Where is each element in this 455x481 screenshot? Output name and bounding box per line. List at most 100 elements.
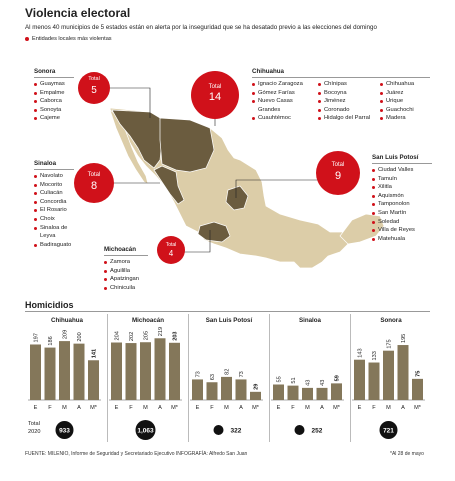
bar xyxy=(383,350,394,400)
divider xyxy=(252,77,430,78)
category-label: F xyxy=(372,405,376,411)
list-item: Juárez xyxy=(380,89,430,98)
bar xyxy=(354,359,365,400)
bar xyxy=(397,345,409,400)
bar-value-label: 75 xyxy=(416,371,422,377)
list-item: Soledad xyxy=(372,218,432,227)
bar xyxy=(412,378,423,400)
bar-value-label: 73 xyxy=(196,371,202,377)
total-circle xyxy=(55,421,74,439)
map-san-luis-potosi xyxy=(225,185,249,211)
chihuahua-list-col3: Chihuahua Juárez Urique Guachochi Madera xyxy=(380,80,430,123)
category-label: E xyxy=(358,405,362,411)
list-item: Jiménez xyxy=(318,97,372,106)
list-item: Choix xyxy=(34,215,80,224)
sinaloa-total-circle xyxy=(74,163,114,203)
bar xyxy=(44,347,56,400)
legend-dot-icon xyxy=(25,36,29,41)
list-item: Chinicuila xyxy=(104,284,148,293)
divider xyxy=(25,311,430,312)
bar-value-label: 204 xyxy=(115,331,121,340)
category-label: F xyxy=(291,405,295,411)
slp-block: San Luis Potosí Ciudad Valles Tamuín Xil… xyxy=(372,154,432,243)
category-label: F xyxy=(129,405,133,411)
list-item: Empalme xyxy=(34,89,74,98)
divider xyxy=(107,314,108,442)
michoacan-total-value: 4 xyxy=(169,249,174,258)
list-item: Culiacán xyxy=(34,189,80,198)
category-label: A xyxy=(401,405,405,411)
sinaloa-block: Sinaloa Navolato Mocorito Culiacán Conco… xyxy=(34,160,80,249)
total-circle xyxy=(135,420,156,440)
bar xyxy=(273,384,284,400)
divider xyxy=(269,314,270,442)
divider xyxy=(104,255,148,256)
map-michoacan xyxy=(197,221,231,243)
list-item: Navolato xyxy=(34,172,80,181)
category-label: M xyxy=(62,405,67,411)
divider xyxy=(34,77,74,78)
michoacan-total-circle xyxy=(157,236,185,264)
map-legend: Entidades locales más violentas xyxy=(25,36,112,42)
michoacan-name: Michoacán xyxy=(104,246,136,253)
page-title: Violencia electoral xyxy=(25,6,131,20)
bar xyxy=(250,391,261,400)
list-item: Badiraguato xyxy=(34,241,80,250)
chihuahua-total-value: 14 xyxy=(209,91,221,103)
divider xyxy=(188,314,189,442)
category-label: M* xyxy=(414,405,422,411)
list-item: Nuevo Casas Grandes xyxy=(252,97,310,114)
legend-label: Entidades locales más violentas xyxy=(32,36,112,42)
bar-value-label: 43 xyxy=(306,380,312,386)
panel-title-sonora: Sonora xyxy=(380,317,402,324)
category-label: A xyxy=(239,405,243,411)
list-item: Cajeme xyxy=(34,114,74,123)
sonora-list: Guaymas Empalme Caborca Sonoyta Cajeme xyxy=(34,80,74,123)
sinaloa-total-label: Total xyxy=(88,172,101,178)
list-item: Apatzingan xyxy=(104,275,148,284)
bar-value-label: 55 xyxy=(277,376,283,382)
bar xyxy=(59,341,70,400)
list-item: Aquismón xyxy=(372,192,432,201)
list-item: Ciudad Valles xyxy=(372,166,432,175)
bar-value-label: 195 xyxy=(401,334,407,343)
list-item: Guaymas xyxy=(34,80,74,89)
michoacan-block: Michoacán Zamora Aguililla Apatzingan Ch… xyxy=(104,246,148,292)
sonora-total-label: Total xyxy=(88,76,100,82)
list-item: San Martín xyxy=(372,209,432,218)
bar xyxy=(192,379,203,400)
list-item: Caborca xyxy=(34,97,74,106)
sonora-total-circle xyxy=(78,72,110,104)
category-label: M xyxy=(386,405,391,411)
list-item: Chihuahua xyxy=(380,80,430,89)
list-item: Sonoyta xyxy=(34,106,74,115)
bar-value-label: 59 xyxy=(335,375,341,381)
bar xyxy=(206,382,218,400)
bar-value-label: 209 xyxy=(63,330,69,339)
bar-value-label: 82 xyxy=(225,369,231,375)
panel-title-slp: San Luis Potosí xyxy=(205,317,253,324)
list-item: Coronado xyxy=(318,106,372,115)
footnote: *Al 28 de mayo xyxy=(390,451,424,457)
list-item: Gómez Farías xyxy=(252,89,310,98)
chihuahua-total-label: Total xyxy=(209,84,222,90)
bar-value-label: 175 xyxy=(387,339,393,348)
bar xyxy=(316,387,328,400)
bar-value-label: 219 xyxy=(158,327,164,336)
category-label: E xyxy=(34,405,38,411)
category-label: F xyxy=(210,405,214,411)
bar-value-label: 203 xyxy=(173,331,179,340)
michoacan-total-label: Total xyxy=(166,242,177,248)
chihuahua-list-col1: Ignacio Zaragoza Gómez Farías Nuevo Casa… xyxy=(252,80,310,123)
map-chihuahua xyxy=(159,117,215,173)
sonora-name: Sonora xyxy=(34,68,56,75)
bar-value-label: 141 xyxy=(92,349,98,358)
bar xyxy=(169,342,180,400)
sonora-block: Sonora Guaymas Empalme Caborca Sonoyta C… xyxy=(34,68,74,123)
category-label: M* xyxy=(90,405,98,411)
bar xyxy=(88,360,99,400)
total-value: 933 xyxy=(59,428,70,435)
homicidios-title: Homicidios xyxy=(25,300,74,310)
slp-total-label: Total xyxy=(332,162,345,168)
list-item: Concordia xyxy=(34,198,80,207)
